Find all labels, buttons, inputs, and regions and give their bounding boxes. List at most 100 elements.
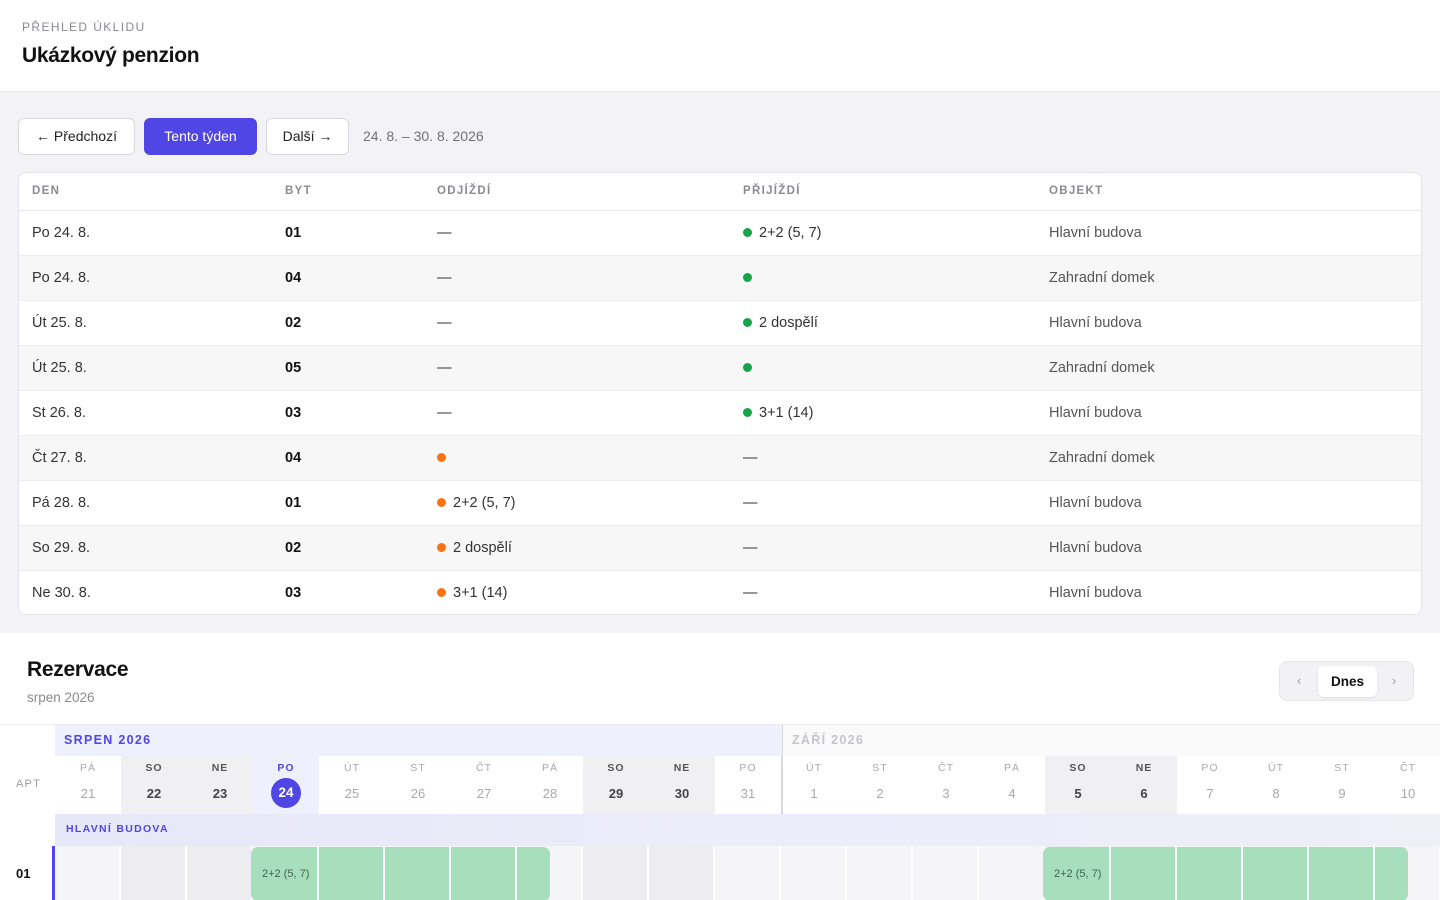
calendar-cell[interactable] — [187, 846, 253, 900]
day-number: 21 — [80, 786, 96, 801]
day-number: 25 — [344, 786, 360, 801]
table-row[interactable]: Út 25. 8. 02 — 2 dospělí Hlavní budova — [19, 301, 1421, 346]
apt-header-label: APT — [16, 778, 41, 790]
cell-odjizdi: — — [437, 391, 452, 436]
calendar-cell[interactable] — [979, 846, 1045, 900]
table-row[interactable]: Ne 30. 8. 03 3+1 (14) — Hlavní budova — [19, 571, 1421, 614]
day-header-2[interactable]: ST 2 — [847, 756, 913, 814]
day-header-31[interactable]: PO 31 — [715, 756, 781, 814]
calendar-cell[interactable] — [715, 846, 781, 900]
cell-den-text: St 26. 8. — [32, 405, 87, 421]
cell-byt: 02 — [285, 301, 301, 346]
cell-prijizdi-text: — — [743, 450, 758, 466]
calendar-cell[interactable] — [649, 846, 715, 900]
booking-day-divider — [515, 847, 517, 900]
calendar-cell[interactable] — [913, 846, 979, 900]
day-header-28[interactable]: PÁ 28 — [517, 756, 583, 814]
table-row[interactable]: Čt 27. 8. 04 — Zahradní domek — [19, 436, 1421, 481]
day-header-30[interactable]: NE 30 — [649, 756, 715, 814]
day-header-7[interactable]: PO 7 — [1177, 756, 1243, 814]
month-label-september: ZÁŘÍ 2026 — [782, 725, 1440, 756]
this-week-button[interactable]: Tento týden — [144, 118, 257, 155]
day-header-26[interactable]: ST 26 — [385, 756, 451, 814]
table-row[interactable]: Po 24. 8. 01 — 2+2 (5, 7) Hlavní budova — [19, 211, 1421, 256]
cell-odjizdi: 2 dospělí — [437, 526, 512, 571]
column-header-objekt: OBJEKT — [1049, 185, 1104, 197]
calendar-cell[interactable] — [55, 846, 121, 900]
day-header-5[interactable]: SO 5 — [1045, 756, 1111, 814]
cell-odjizdi: 2+2 (5, 7) — [437, 481, 515, 526]
arrival-dot-icon — [743, 318, 752, 327]
day-header-8[interactable]: ÚT 8 — [1243, 756, 1309, 814]
table-row[interactable]: Út 25. 8. 05 — Zahradní domek — [19, 346, 1421, 391]
day-header-23[interactable]: NE 23 — [187, 756, 253, 814]
day-name: SO — [145, 762, 163, 774]
cell-objekt: Hlavní budova — [1049, 571, 1142, 614]
cell-den-text: Čt 27. 8. — [32, 450, 87, 466]
day-header-10[interactable]: ČT 10 — [1375, 756, 1440, 814]
column-header-prijizdi: PŘIJÍŽDÍ — [743, 185, 801, 197]
calendar-cell[interactable] — [121, 846, 187, 900]
calendar-cell[interactable] — [847, 846, 913, 900]
chevron-right-icon[interactable]: › — [1391, 673, 1397, 688]
day-header-27[interactable]: ČT 27 — [451, 756, 517, 814]
cell-byt-text: 03 — [285, 405, 302, 421]
table-row[interactable]: Pá 28. 8. 01 2+2 (5, 7) — Hlavní budova — [19, 481, 1421, 526]
cell-byt: 01 — [285, 211, 301, 256]
table-row[interactable]: Po 24. 8. 04 — Zahradní domek — [19, 256, 1421, 301]
booking-bar[interactable]: 2+2 (5, 7) — [1043, 847, 1408, 900]
cell-objekt-text: Zahradní domek — [1049, 450, 1155, 466]
day-header-9[interactable]: ST 9 — [1309, 756, 1375, 814]
cell-den: Út 25. 8. — [32, 346, 87, 391]
day-header-21[interactable]: PÁ 21 — [55, 756, 121, 814]
cell-prijizdi: 2+2 (5, 7) — [743, 211, 821, 256]
day-header-29[interactable]: SO 29 — [583, 756, 649, 814]
day-name: SO — [607, 762, 625, 774]
cleaning-table: DEN BYT ODJÍŽDÍ PŘIJÍŽDÍ OBJEKT Po 24. 8… — [18, 172, 1422, 615]
chevron-left-icon[interactable]: ‹ — [1296, 673, 1302, 688]
day-number: 22 — [146, 786, 162, 801]
cell-prijizdi: 2 dospělí — [743, 301, 818, 346]
cell-byt: 02 — [285, 526, 301, 571]
page-header: PŘEHLED ÚKLIDU Ukázkový penzion — [0, 0, 1440, 92]
cell-den-text: Po 24. 8. — [32, 225, 91, 241]
departure-dot-icon — [437, 588, 446, 597]
day-header-4[interactable]: PÁ 4 — [979, 756, 1045, 814]
cell-byt-text: 01 — [285, 495, 302, 511]
cell-objekt: Hlavní budova — [1049, 526, 1142, 571]
today-button[interactable]: Dnes — [1318, 666, 1377, 697]
day-header-22[interactable]: SO 22 — [121, 756, 187, 814]
cell-den-text: So 29. 8. — [32, 540, 91, 556]
cell-den-text: Pá 28. 8. — [32, 495, 91, 511]
cell-objekt: Hlavní budova — [1049, 301, 1142, 346]
day-number: 8 — [1272, 786, 1280, 801]
booking-bar[interactable]: 2+2 (5, 7) — [251, 847, 550, 900]
cell-prijizdi-text: — — [743, 540, 758, 556]
day-name: ÚT — [1268, 762, 1284, 774]
day-header-3[interactable]: ČT 3 — [913, 756, 979, 814]
table-row[interactable]: So 29. 8. 02 2 dospělí — Hlavní budova — [19, 526, 1421, 571]
day-number: 1 — [810, 786, 818, 801]
previous-week-button[interactable]: ← Předchozí — [18, 118, 135, 155]
next-week-button[interactable]: Další → — [266, 118, 349, 155]
day-header-25[interactable]: ÚT 25 — [319, 756, 385, 814]
cell-odjizdi — [437, 436, 453, 481]
calendar-cell[interactable] — [583, 846, 649, 900]
day-number: 4 — [1008, 786, 1016, 801]
day-header-6[interactable]: NE 6 — [1111, 756, 1177, 814]
cell-den-text: Po 24. 8. — [32, 270, 91, 286]
reservations-subtitle: srpen 2026 — [27, 690, 95, 705]
day-number: 6 — [1140, 786, 1148, 801]
cell-den-text: Út 25. 8. — [32, 315, 87, 331]
cell-byt-text: 05 — [285, 360, 302, 376]
day-header-24[interactable]: PO2424 — [253, 756, 319, 814]
cell-prijizdi: — — [743, 436, 758, 481]
table-row[interactable]: St 26. 8. 03 — 3+1 (14) Hlavní budova — [19, 391, 1421, 436]
table-header: DEN BYT ODJÍŽDÍ PŘIJÍŽDÍ OBJEKT — [19, 173, 1421, 211]
cell-prijizdi-text: — — [743, 585, 758, 601]
day-header-1[interactable]: ÚT 1 — [781, 756, 847, 814]
cell-objekt: Zahradní domek — [1049, 436, 1155, 481]
apt-column-header: APT — [0, 725, 55, 814]
calendar-cell[interactable] — [781, 846, 847, 900]
cell-byt-text: 04 — [285, 450, 302, 466]
